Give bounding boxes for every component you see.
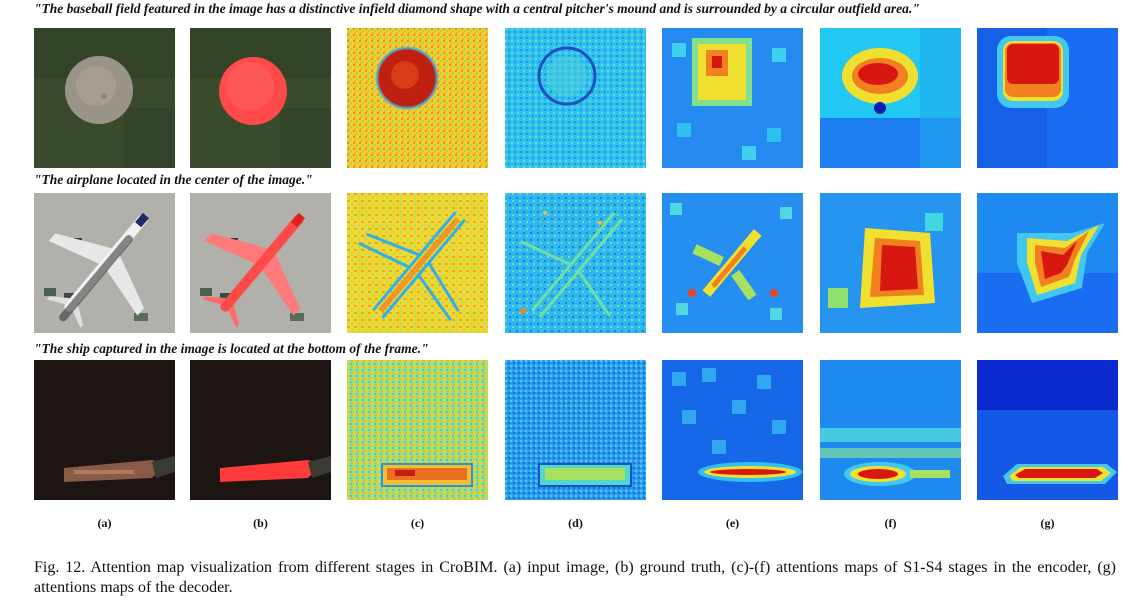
row-3-s1-attention-map	[347, 360, 488, 500]
row-1-ground-truth	[190, 28, 331, 168]
row-1-s4-attention-map	[820, 28, 961, 168]
row-1-s3-attention-map	[662, 28, 803, 168]
row-2-s1-attention-map	[347, 193, 488, 333]
row-2-s2-attention-map	[505, 193, 646, 333]
row-3-input-image	[34, 360, 175, 500]
sublabel-g: (g)	[1040, 516, 1055, 530]
row-2-referring-expression: "The airplane located in the center of t…	[34, 172, 313, 187]
row-1-referring-expression: "The baseball field featured in the imag…	[34, 1, 920, 16]
row-1-input-image	[34, 28, 175, 168]
row-2-input-image	[34, 193, 175, 333]
row-2-s4-attention-map	[820, 193, 961, 333]
figure-caption: Fig. 12. Attention map visualization fro…	[34, 559, 1116, 596]
sublabel-e: (e)	[725, 516, 740, 530]
row-1-s2-attention-map	[505, 28, 646, 168]
row-3-referring-expression: "The ship captured in the image is locat…	[34, 341, 429, 356]
sublabel-c: (c)	[410, 516, 425, 530]
sublabel-d: (d)	[568, 516, 583, 530]
row-2-decoder-attention-map	[977, 193, 1118, 333]
row-3-s4-attention-map	[820, 360, 961, 500]
row-1-s1-attention-map	[347, 28, 488, 168]
row-3-s3-attention-map	[662, 360, 803, 500]
row-2-s3-attention-map	[662, 193, 803, 333]
sublabel-a: (a)	[97, 516, 112, 530]
sublabel-f: (f)	[884, 516, 897, 530]
row-3-s2-attention-map	[505, 360, 646, 500]
row-3-decoder-attention-map	[977, 360, 1118, 500]
row-1-decoder-attention-map	[977, 28, 1118, 168]
row-3-ground-truth	[190, 360, 331, 500]
sublabel-b: (b)	[253, 516, 268, 530]
row-2-ground-truth	[190, 193, 331, 333]
